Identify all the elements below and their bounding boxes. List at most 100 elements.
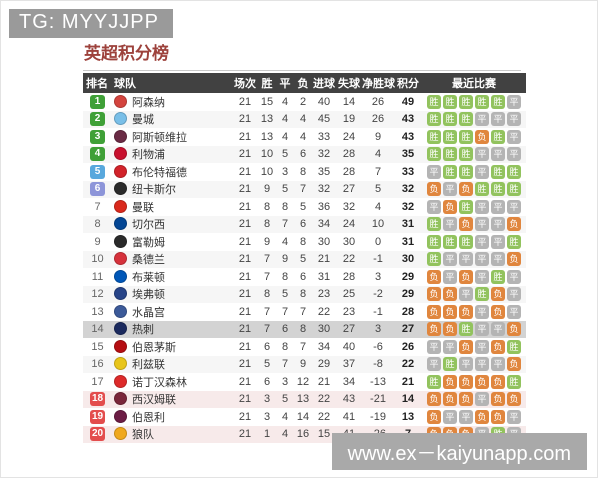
team-name[interactable]: 诺丁汉森林 <box>132 376 187 389</box>
team-name[interactable]: 西汉姆联 <box>132 394 176 407</box>
form-badge-draw: 平 <box>507 409 521 424</box>
team-name[interactable]: 桑德兰 <box>132 254 165 267</box>
form-badge-draw: 平 <box>443 409 457 424</box>
goals-for-cell: 29 <box>317 358 331 371</box>
rank-cell: 12 <box>83 286 112 304</box>
goals-for-cell: 30 <box>317 235 331 248</box>
losses-cell: 9 <box>299 358 307 371</box>
rank-cell: 5 <box>83 163 112 181</box>
played-cell: 21 <box>238 393 252 406</box>
team-name[interactable]: 阿森纳 <box>132 96 165 109</box>
form-cell: 胜胜胜平平平 <box>422 111 526 129</box>
wins-cell: 3 <box>263 393 271 406</box>
form-badge-win: 胜 <box>427 147 441 162</box>
column-header: 失球 <box>336 73 362 93</box>
team-name[interactable]: 埃弗顿 <box>132 289 165 302</box>
losses-cell: 6 <box>299 148 307 161</box>
form-badge-win: 胜 <box>507 182 521 197</box>
team-cell: 曼联 <box>112 198 232 216</box>
rank-badge: 19 <box>90 409 105 424</box>
standings-table: 排名 球队 场次胜平负进球 失球 净胜球 积分 最近比赛 1 阿森纳 21 15 4 2 40 14 26 4… <box>83 73 526 443</box>
form-badge-win: 胜 <box>507 234 521 249</box>
goal-diff-cell: -1 <box>373 305 383 318</box>
goals-against-cell: 28 <box>342 270 356 283</box>
team-name[interactable]: 布伦特福德 <box>132 166 187 179</box>
goal-diff-cell: -6 <box>373 340 383 353</box>
goals-against-cell: 37 <box>342 358 356 371</box>
table-body: 1 阿森纳 21 15 4 2 40 14 26 49 胜胜胜胜胜平 2 曼城 21 13 4 4 45 19 26 4… <box>83 93 526 443</box>
rank-cell: 13 <box>83 303 112 321</box>
rank-badge: 5 <box>90 164 105 179</box>
form-badge-win: 胜 <box>491 182 505 197</box>
recent-form: 负平负平胜平 <box>422 269 526 284</box>
team-name[interactable]: 利兹联 <box>132 359 165 372</box>
played-cell: 21 <box>238 183 252 196</box>
form-badge-win: 胜 <box>459 147 473 162</box>
table-row: 7 曼联 21 8 8 5 36 32 4 32 平负胜平平平 <box>83 198 526 216</box>
form-badge-win: 胜 <box>427 252 441 267</box>
points-cell: 31 <box>401 235 415 248</box>
form-badge-win: 胜 <box>427 129 441 144</box>
rank-cell: 8 <box>83 216 112 234</box>
goals-against-cell: 32 <box>342 200 356 213</box>
team-cell: 狼队 <box>112 426 232 444</box>
points-cell: 26 <box>401 340 415 353</box>
form-badge-draw: 平 <box>475 252 489 267</box>
team-cell: 水晶宫 <box>112 303 232 321</box>
team-name[interactable]: 富勒姆 <box>132 236 165 249</box>
form-badge-win: 胜 <box>459 129 473 144</box>
team-name[interactable]: 狼队 <box>132 429 154 442</box>
goal-diff-cell: 3 <box>374 270 382 283</box>
wins-cell: 7 <box>263 305 271 318</box>
table-row: 11 布莱顿 21 7 8 6 31 28 3 29 负平负平胜平 <box>83 268 526 286</box>
team-name[interactable]: 曼城 <box>132 114 154 127</box>
played-cell: 21 <box>238 253 252 266</box>
form-badge-loss: 负 <box>491 287 505 302</box>
team-name[interactable]: 切尔西 <box>132 219 165 232</box>
wins-cell: 5 <box>263 358 271 371</box>
team-name[interactable]: 布莱顿 <box>132 271 165 284</box>
losses-cell: 14 <box>296 410 310 423</box>
goals-against-cell: 28 <box>342 148 356 161</box>
wins-cell: 9 <box>263 235 271 248</box>
team-name[interactable]: 伯恩茅斯 <box>132 341 176 354</box>
team-name[interactable]: 水晶宫 <box>132 306 165 319</box>
team-cell: 诺丁汉森林 <box>112 373 232 391</box>
table-row: 17 诺丁汉森林 21 6 3 12 21 34 -13 21 胜负负负负胜 <box>83 373 526 391</box>
losses-cell: 2 <box>299 95 307 108</box>
played-cell: 21 <box>238 95 252 108</box>
team-name[interactable]: 纽卡斯尔 <box>132 184 176 197</box>
form-badge-win: 胜 <box>427 234 441 249</box>
points-cell: 43 <box>401 113 415 126</box>
rank-cell: 19 <box>83 408 112 426</box>
wins-cell: 7 <box>263 270 271 283</box>
goals-against-cell: 43 <box>342 393 356 406</box>
losses-cell: 6 <box>299 270 307 283</box>
rank-number: 11 <box>91 270 104 283</box>
form-badge-draw: 平 <box>475 392 489 407</box>
form-cell: 平胜胜平胜胜 <box>422 163 526 181</box>
team-name[interactable]: 热刺 <box>132 324 154 337</box>
team-cell: 布伦特福德 <box>112 163 232 181</box>
team-cell: 阿斯顿维拉 <box>112 128 232 146</box>
goals-for-cell: 21 <box>317 253 331 266</box>
team-name[interactable]: 曼联 <box>132 201 154 214</box>
team-cell: 布莱顿 <box>112 268 232 286</box>
form-cell: 胜平负平平负 <box>422 216 526 234</box>
team-name[interactable]: 伯恩利 <box>132 411 165 424</box>
losses-cell: 8 <box>299 235 307 248</box>
recent-form: 胜胜胜平平平 <box>422 147 526 162</box>
team-crest-icon <box>114 322 127 336</box>
goals-for-cell: 22 <box>317 410 331 423</box>
team-name[interactable]: 阿斯顿维拉 <box>132 131 187 144</box>
played-cell: 21 <box>238 288 252 301</box>
form-badge-draw: 平 <box>459 287 473 302</box>
form-badge-draw: 平 <box>491 199 505 214</box>
team-crest-icon <box>114 199 127 213</box>
team-name[interactable]: 利物浦 <box>132 149 165 162</box>
form-badge-win: 胜 <box>475 287 489 302</box>
form-cell: 胜胜胜负胜平 <box>422 128 526 146</box>
losses-cell: 4 <box>299 113 307 126</box>
form-badge-loss: 负 <box>427 409 441 424</box>
